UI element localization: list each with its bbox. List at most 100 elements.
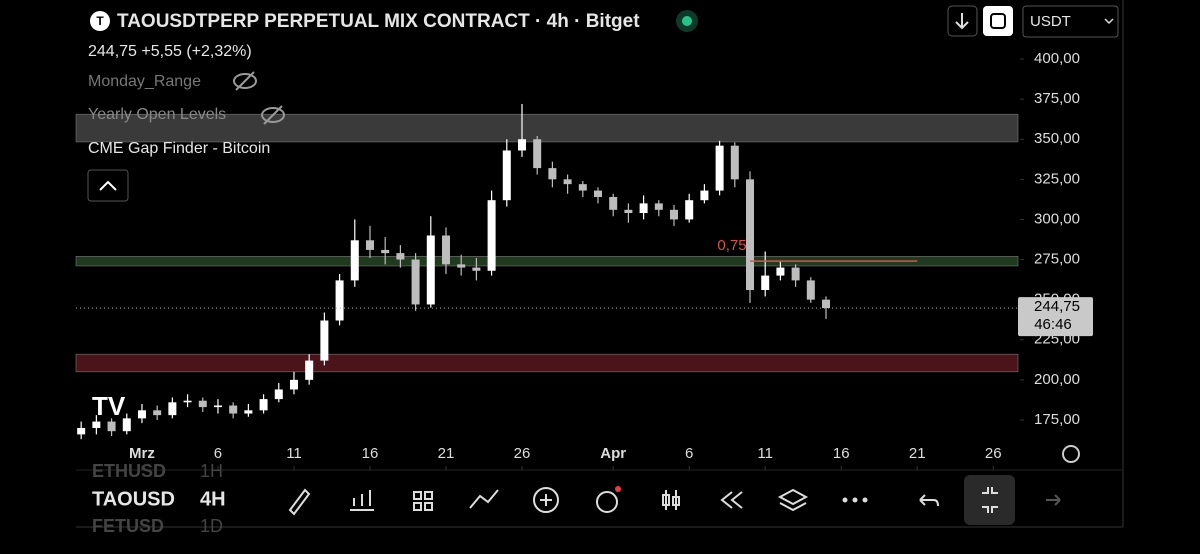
candle-body bbox=[700, 190, 709, 201]
replay-tool[interactable] bbox=[720, 491, 743, 509]
indicator[interactable]: Monday_Range bbox=[88, 73, 201, 90]
candle-body bbox=[517, 139, 526, 151]
watchlist-interval[interactable]: 1D bbox=[200, 516, 223, 536]
candle-body bbox=[381, 249, 390, 254]
x-tick-label: Apr bbox=[600, 445, 626, 462]
countdown: 46:46 bbox=[1034, 316, 1072, 333]
candle-body bbox=[487, 200, 496, 271]
y-tick-label: 275,00 bbox=[1034, 251, 1080, 268]
x-tick-label: 11 bbox=[757, 445, 773, 462]
candle-body bbox=[365, 240, 374, 250]
x-tick-label: 26 bbox=[985, 445, 1002, 462]
exchange-logo bbox=[90, 11, 110, 31]
symbol-title: TAOUSDTPERP PERPETUAL MIX CONTRACT · 4h … bbox=[117, 11, 640, 32]
indicators-tool[interactable] bbox=[350, 490, 374, 511]
quote: 244,75 +5,55 (+2,32%) bbox=[88, 43, 252, 60]
more-tool[interactable] bbox=[842, 497, 868, 503]
interval[interactable]: 4H bbox=[200, 488, 226, 510]
chevron bbox=[99, 180, 117, 191]
layers-tool[interactable] bbox=[777, 488, 809, 512]
add-tool[interactable] bbox=[533, 487, 559, 513]
indicator[interactable]: Yearly Open Levels bbox=[88, 106, 226, 123]
arrow bbox=[955, 13, 969, 30]
candle-body bbox=[822, 299, 831, 309]
candle-body bbox=[806, 280, 815, 300]
currency-select[interactable] bbox=[1022, 5, 1119, 38]
x-tick-label: 6 bbox=[214, 445, 222, 462]
y-tick-label: 325,00 bbox=[1034, 170, 1080, 187]
candle-body bbox=[396, 253, 405, 260]
draw-tool[interactable] bbox=[288, 488, 311, 516]
compare-tool[interactable] bbox=[469, 489, 499, 509]
fullscreen-button[interactable] bbox=[964, 475, 1015, 525]
candle-body bbox=[122, 418, 131, 432]
x-tick-label: 21 bbox=[438, 445, 455, 462]
candle-body bbox=[335, 280, 344, 321]
candle-body bbox=[198, 400, 207, 408]
hidden-icon[interactable] bbox=[233, 71, 285, 125]
candle-body bbox=[609, 196, 618, 210]
logo-glyph: T bbox=[96, 14, 104, 28]
undo-tool[interactable] bbox=[919, 494, 939, 507]
candle-body bbox=[548, 168, 557, 180]
candle-body bbox=[411, 259, 420, 305]
zone bbox=[75, 353, 1019, 373]
candle-body bbox=[229, 405, 238, 414]
x-tick-label: 21 bbox=[909, 445, 926, 462]
chevron bbox=[1104, 18, 1114, 25]
watchlist-symbol[interactable]: ETHUSD bbox=[92, 461, 166, 481]
x-tick-label: 26 bbox=[514, 445, 531, 462]
candle-body bbox=[274, 389, 283, 400]
watermark: TV bbox=[92, 391, 126, 421]
settings-icon[interactable] bbox=[1062, 445, 1080, 463]
alert-badge bbox=[615, 486, 621, 492]
candle-body bbox=[533, 139, 542, 169]
plot: 175,00200,00225,00250,00275,00300,00325,… bbox=[75, 50, 1080, 470]
candle-body bbox=[685, 200, 694, 220]
price-tag bbox=[1018, 297, 1093, 337]
currency: USDT bbox=[1030, 13, 1071, 30]
zone bbox=[75, 113, 1019, 143]
candle-body bbox=[746, 179, 755, 291]
level-label: 0,75 bbox=[717, 237, 746, 254]
candle-body bbox=[77, 427, 86, 435]
candle-body bbox=[776, 267, 785, 276]
candle-body bbox=[670, 209, 679, 220]
alert-tool[interactable] bbox=[596, 491, 618, 513]
layout-tool[interactable] bbox=[413, 491, 433, 511]
candle-body bbox=[305, 360, 314, 380]
watchlist-interval[interactable]: 1H bbox=[200, 461, 223, 481]
x-tick-label: 11 bbox=[286, 445, 302, 462]
indicator[interactable]: CME Gap Finder - Bitcoin bbox=[88, 140, 270, 157]
x-tick-label: Mrz bbox=[129, 445, 155, 462]
candle-body bbox=[593, 190, 602, 197]
watchlist-symbol[interactable]: FETUSD bbox=[92, 516, 164, 536]
candle-body bbox=[289, 379, 298, 390]
icon bbox=[982, 487, 998, 513]
x-tick-label: 16 bbox=[362, 445, 379, 462]
candle-body bbox=[761, 275, 770, 291]
toolbar-icons bbox=[288, 487, 1061, 516]
y-tick-label: 375,00 bbox=[1034, 90, 1080, 107]
candle-body bbox=[441, 235, 450, 265]
y-tick-label: 350,00 bbox=[1034, 130, 1080, 147]
icon bbox=[990, 13, 1006, 29]
candle-body bbox=[639, 203, 648, 214]
candle-body bbox=[502, 150, 511, 201]
layout-button[interactable] bbox=[983, 6, 1013, 36]
status-dot bbox=[682, 16, 692, 26]
candle-body bbox=[244, 410, 253, 414]
collapse-button[interactable] bbox=[87, 169, 129, 202]
candle-body bbox=[563, 179, 572, 185]
redo-tool[interactable] bbox=[1046, 494, 1061, 506]
candle-tool[interactable] bbox=[662, 490, 680, 510]
candle-body bbox=[426, 235, 435, 305]
symbol[interactable]: TAOUSD bbox=[92, 488, 175, 510]
candle-body bbox=[457, 264, 466, 268]
candle-body bbox=[730, 145, 739, 180]
y-tick-label: 300,00 bbox=[1034, 210, 1080, 227]
candle-body bbox=[715, 145, 724, 191]
candle-body bbox=[153, 410, 162, 416]
